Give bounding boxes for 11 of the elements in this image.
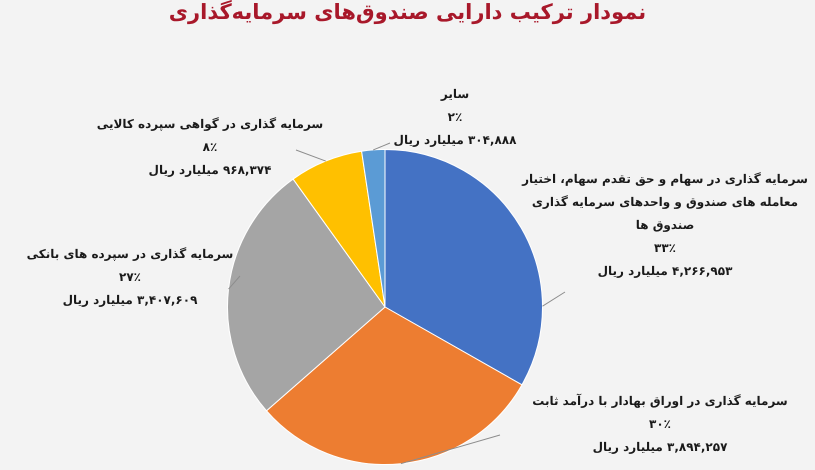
data-label: ۲٪ ۳۰۴,۸۸۸ میلیارد ریال — [394, 110, 518, 148]
data-label: ۳۳٪ ۴,۲۶۶,۹۵۳ میلیارد ریال — [598, 241, 734, 278]
slice-label: سرمایه گذاری در سپرده های بانکی — [26, 247, 234, 262]
slice-label: سایر — [440, 87, 470, 102]
slice-label: سرمایه گذاری در گواهی سپرده کالایی — [96, 117, 324, 132]
data-label: ۲۷٪ ۳,۴۰۷,۶۰۹ میلیارد ریال — [62, 270, 198, 308]
data-label: ۳۰٪ ۳,۸۹۴,۲۵۷ میلیارد ریال — [592, 417, 728, 454]
slice-label: سرمایه گذاری در سهام و حق تقدم سهام، اختیار معامله های صندوق و واحدهای سرمایه گذاری صندوق ها — [521, 172, 808, 232]
slice-label: سرمایه گذاری در اوراق بهادار با درآمد ثابت — [532, 393, 788, 408]
chart-title: نمودار ترکیب دارایی صندوق‌های سرمایه‌گذاری — [168, 0, 648, 26]
data-label: ۸٪ ۹۶۸,۳۷۴ میلیارد ریال — [148, 140, 272, 178]
